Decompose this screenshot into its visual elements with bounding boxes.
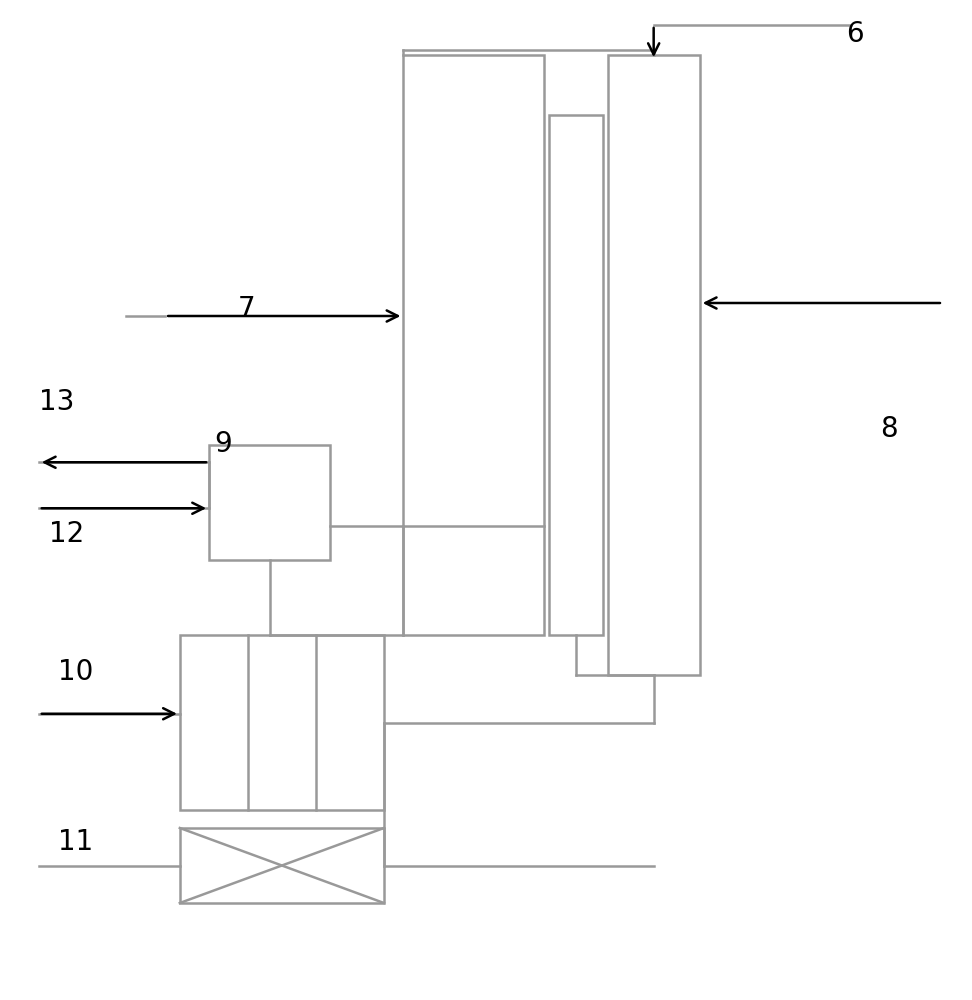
Text: 8: 8 — [880, 415, 897, 443]
Bar — [549, 115, 603, 635]
Text: 13: 13 — [39, 388, 74, 416]
Text: 10: 10 — [58, 658, 93, 686]
Bar — [403, 55, 544, 635]
Bar — [180, 635, 384, 810]
Bar — [180, 828, 384, 903]
Bar — [209, 445, 330, 560]
Text: 9: 9 — [214, 430, 231, 458]
Bar — [608, 55, 700, 675]
Text: 12: 12 — [49, 520, 84, 548]
Text: 6: 6 — [846, 20, 863, 48]
Text: 7: 7 — [238, 295, 256, 323]
Text: 11: 11 — [58, 828, 93, 856]
